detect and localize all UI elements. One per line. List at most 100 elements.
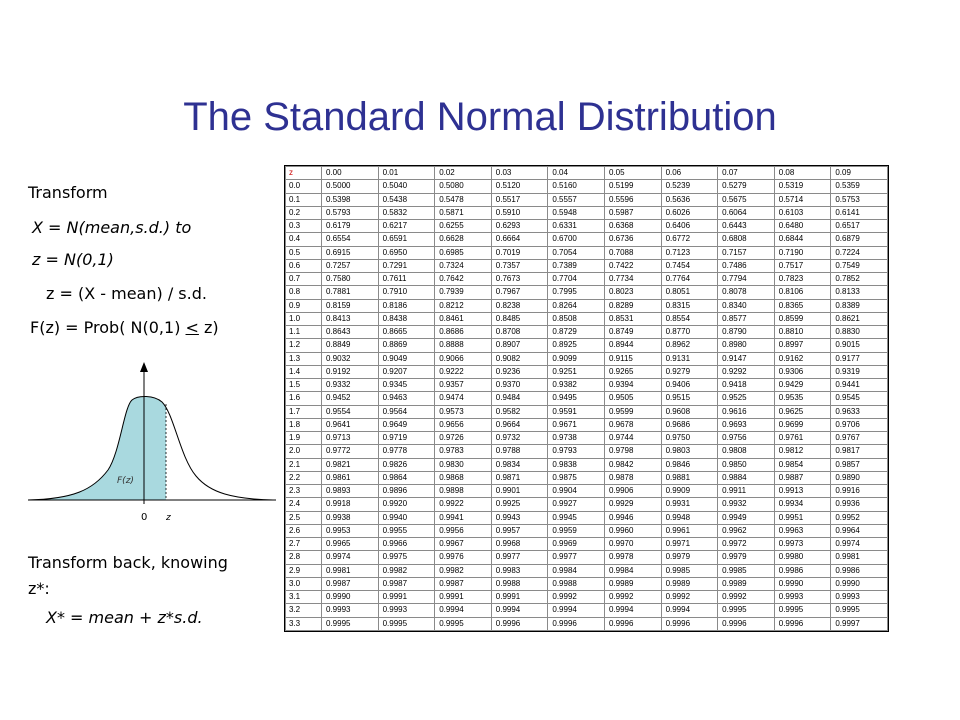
table-row: 3.3 0.9995 0.9995 0.9995 0.9996 0.9996 0.9996 0… (285, 616, 888, 631)
row-z-value: 0.0 (285, 179, 322, 194)
table-cell: 0.9345 (377, 377, 436, 393)
row-z-value: 0.1 (285, 192, 322, 207)
column-header: 0.05 (603, 165, 662, 181)
table-cell: 0.9693 (717, 417, 775, 433)
table-cell: 0.6026 (660, 205, 719, 221)
table-cell: 0.5160 (547, 179, 605, 194)
table-cell: 0.8212 (434, 298, 492, 313)
table-cell: 0.9808 (717, 444, 775, 459)
row-z-value: 1.3 (285, 351, 322, 366)
table-cell: 0.9995 (830, 603, 888, 618)
table-cell: 0.9966 (377, 536, 436, 552)
table-cell: 0.9971 (660, 536, 719, 552)
table-cell: 0.9878 (603, 470, 662, 486)
table-row: 0.6 0.7257 0.7291 0.7324 0.7357 0.7389 0.7422 0… (285, 258, 888, 274)
table-cell: 0.9936 (830, 497, 888, 512)
table-cell: 0.9987 (321, 576, 379, 592)
table-cell: 0.7257 (321, 258, 379, 274)
table-cell: 0.9911 (717, 483, 775, 499)
table-cell: 0.9732 (490, 430, 549, 446)
table-cell: 0.8461 (434, 311, 492, 327)
origin-label: 0 (141, 512, 147, 523)
table-cell: 0.9656 (434, 417, 492, 433)
table-cell: 0.9986 (830, 563, 888, 578)
table-cell: 0.9995 (377, 616, 436, 631)
table-cell: 0.6179 (321, 218, 379, 234)
table-cell: 0.5120 (490, 179, 549, 194)
table-cell: 0.9945 (547, 510, 605, 525)
table-cell: 0.9973 (773, 536, 832, 552)
table-cell: 0.8643 (321, 324, 379, 340)
table-cell: 0.7291 (377, 258, 436, 274)
row-z-value: 1.2 (285, 338, 322, 353)
table-cell: 0.9177 (830, 351, 888, 366)
table-cell: 0.9474 (434, 391, 492, 406)
table-cell: 0.9970 (603, 536, 662, 552)
table-row: 0.8 0.7881 0.7910 0.7939 0.7967 0.7995 0.8023 0… (285, 285, 888, 300)
table-cell: 0.8264 (547, 298, 605, 313)
table-cell: 0.5517 (490, 192, 549, 207)
table-cell: 0.7794 (717, 271, 775, 287)
table-cell: 0.5753 (830, 192, 888, 207)
table-cell: 0.6915 (321, 245, 379, 260)
table-cell: 0.8531 (603, 311, 662, 327)
table-cell: 0.8830 (830, 324, 888, 340)
table-cell: 0.9890 (830, 470, 888, 486)
row-z-value: 0.4 (285, 232, 322, 247)
table-cell: 0.8770 (660, 324, 719, 340)
table-cell: 0.7123 (660, 245, 719, 260)
column-header: 0.04 (547, 165, 605, 181)
table-cell: 0.9608 (660, 404, 719, 419)
table-cell: 0.7389 (547, 258, 605, 274)
table-cell: 0.8599 (773, 311, 832, 327)
table-cell: 0.9995 (321, 616, 379, 631)
table-cell: 0.9633 (830, 404, 888, 419)
table-cell: 0.9616 (717, 404, 775, 419)
table-row: 2.8 0.9974 0.9975 0.9976 0.9977 0.9977 0.9978 0… (285, 550, 888, 565)
table-cell: 0.9995 (434, 616, 492, 631)
table-row: 0.2 0.5793 0.5832 0.5871 0.5910 0.5948 0.5987 0… (285, 205, 888, 221)
table-cell: 0.9772 (321, 444, 379, 459)
table-cell: 0.9896 (377, 483, 436, 499)
table-cell: 0.9957 (490, 523, 549, 539)
table-cell: 0.7454 (660, 258, 719, 274)
table-cell: 0.5793 (321, 205, 379, 221)
table-cell: 0.9756 (717, 430, 775, 446)
table-cell: 0.9991 (377, 589, 436, 605)
table-cell: 0.8790 (717, 324, 775, 340)
normal-curve-diagram: F(z) 0 z (27, 362, 278, 536)
table-row: 0.0 0.5000 0.5040 0.5080 0.5120 0.5160 0.5199 0… (285, 179, 888, 194)
column-header: 0.02 (434, 165, 492, 181)
row-z-value: 2.0 (285, 444, 322, 459)
table-cell: 0.9948 (660, 510, 719, 525)
table-cell: 0.9826 (377, 457, 436, 472)
table-cell: 0.9131 (660, 351, 719, 366)
row-z-value: 2.6 (285, 523, 322, 539)
table-cell: 0.9649 (377, 417, 436, 433)
table-cell: 0.9713 (321, 430, 379, 446)
table-cell: 0.8238 (490, 298, 549, 313)
row-z-value: 2.4 (285, 497, 322, 512)
table-cell: 0.9992 (717, 589, 775, 605)
table-cell: 0.5359 (830, 179, 888, 194)
table-cell: 0.9993 (773, 589, 832, 605)
table-cell: 0.9207 (377, 364, 436, 380)
table-cell: 0.9686 (660, 417, 719, 433)
table-cell: 0.9292 (717, 364, 775, 380)
row-z-value: 1.4 (285, 364, 322, 380)
table-cell: 0.9066 (434, 351, 492, 366)
table-cell: 0.9960 (603, 523, 662, 539)
table-cell: 0.8869 (377, 338, 436, 353)
formula-z-standardize: z = (X - mean) / s.d. (46, 284, 207, 303)
row-z-value: 2.2 (285, 470, 322, 486)
table-cell: 0.5319 (773, 179, 832, 194)
row-z-value: 3.0 (285, 576, 322, 592)
table-cell: 0.9993 (377, 603, 436, 618)
table-cell: 0.9251 (547, 364, 605, 380)
column-header: 0.07 (717, 165, 775, 181)
table-cell: 0.9996 (490, 616, 549, 631)
table-cell: 0.9989 (603, 576, 662, 592)
table-cell: 0.9887 (773, 470, 832, 486)
table-cell: 0.7549 (830, 258, 888, 274)
table-row: 0.5 0.6915 0.6950 0.6985 0.7019 0.7054 0.7088 0… (285, 245, 888, 260)
